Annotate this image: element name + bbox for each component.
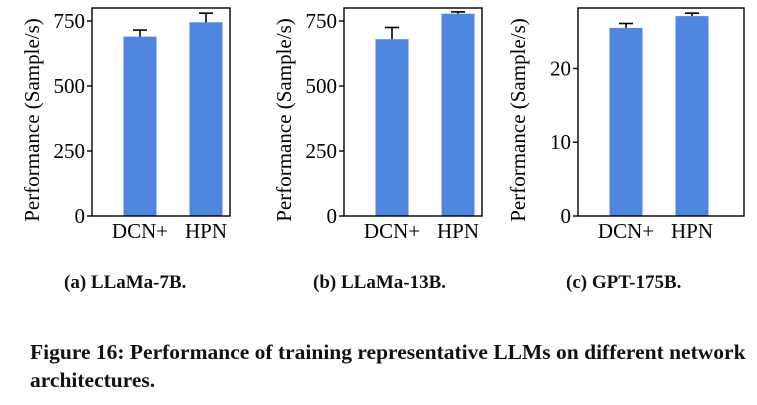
y-axis-label: Performance (Sample/s) — [20, 18, 44, 222]
y-tick-label: 250 — [306, 139, 338, 163]
y-tick-label: 500 — [306, 74, 338, 98]
axes-frame — [91, 7, 231, 217]
bar-dcn — [609, 27, 643, 217]
subcaption-gpt-175b: (c) GPT-175B. — [566, 272, 682, 293]
x-tick-label: DCN+ — [112, 219, 168, 243]
y-tick-label: 0 — [327, 204, 338, 228]
y-tick-label: 20 — [550, 56, 571, 80]
x-tick-label: HPN — [437, 219, 479, 243]
y-tick-label: 10 — [550, 130, 571, 154]
y-axis-label: Performance (Sample/s) — [506, 18, 530, 222]
subcaption-llama-7b: (a) LLaMa-7B. — [64, 272, 187, 293]
y-tick-label: 0 — [75, 204, 86, 228]
y-tick-label: 250 — [54, 139, 86, 163]
y-axis-label: Performance (Sample/s) — [272, 18, 296, 222]
bar-hpn — [189, 22, 223, 216]
axes-frame — [343, 7, 483, 217]
bar-dcn — [123, 36, 157, 216]
chart-panel-llama-13b: 0 250 500 750 DCN+ HPN Performance (Sample/s) — [272, 7, 483, 243]
bar-dcn — [375, 39, 409, 217]
chart-panel-llama-7b: 0 250 500 750 DCN+ HPN Performance (Sample/s) — [20, 7, 231, 243]
x-tick-label: HPN — [185, 219, 227, 243]
bar-hpn — [675, 16, 709, 216]
figure-caption: Figure 16: Performance of training repre… — [30, 340, 746, 392]
axes-frame — [577, 7, 745, 217]
y-tick-label: 750 — [54, 9, 86, 33]
x-tick-label: DCN+ — [364, 219, 420, 243]
y-tick-label: 750 — [306, 9, 338, 33]
x-tick-label: DCN+ — [598, 219, 654, 243]
x-tick-label: HPN — [671, 219, 713, 243]
subcaption-llama-13b: (b) LLaMa-13B. — [313, 272, 446, 293]
y-tick-label: 500 — [54, 74, 86, 98]
y-tick-label: 0 — [561, 204, 572, 228]
chart-panel-gpt-175b: 0 10 20 DCN+ HPN Performance (Sample/s) — [506, 7, 745, 243]
bar-hpn — [441, 13, 475, 216]
